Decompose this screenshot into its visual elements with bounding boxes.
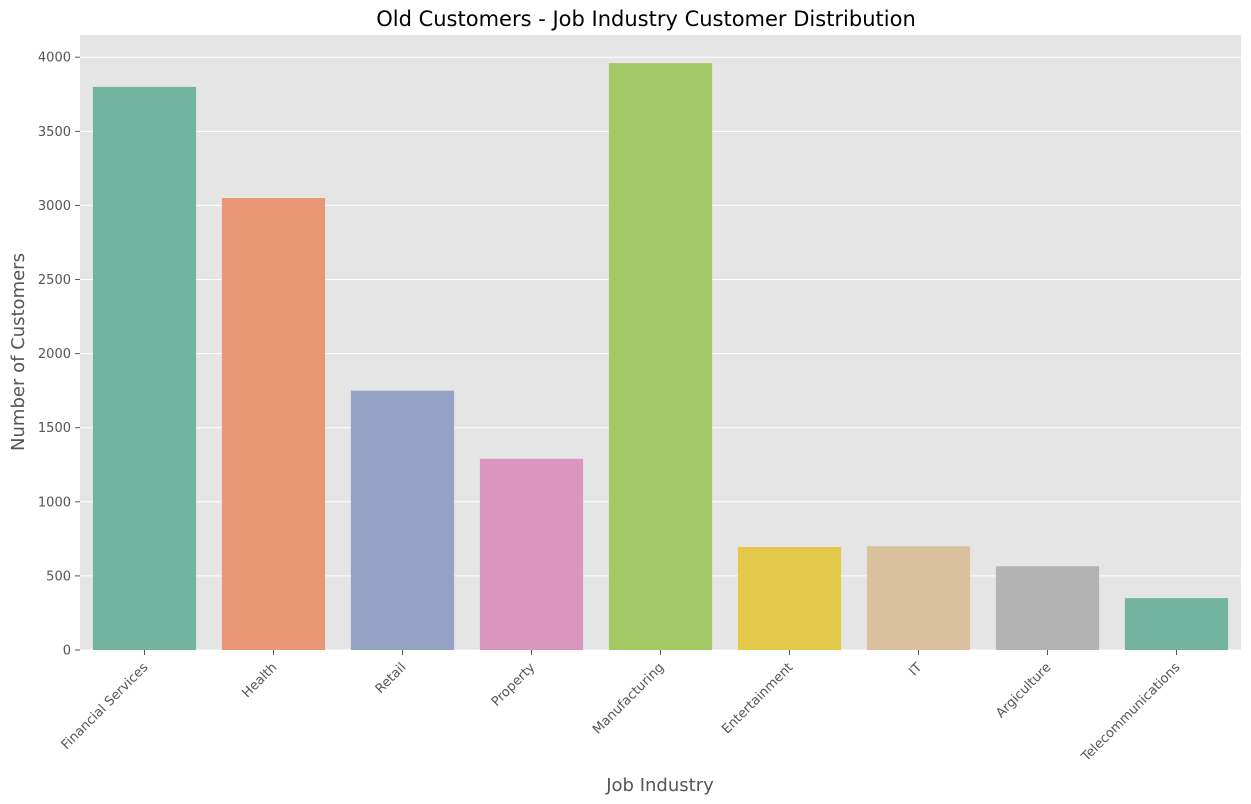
chart-title: Old Customers - Job Industry Customer Di… [376, 7, 916, 31]
y-tick-label: 1500 [38, 421, 71, 436]
x-tick-label: Health [240, 660, 281, 701]
x-axis-label: Job Industry [605, 775, 714, 796]
bar-financial-services [92, 86, 197, 650]
y-tick-label: 3000 [38, 199, 71, 214]
y-axis-label: Number of Customers [8, 253, 29, 451]
x-tick-label: Telecommunications [1078, 660, 1183, 765]
x-tick-label: Financial Services [59, 660, 152, 753]
x-tick-label: Property [489, 660, 539, 710]
y-tick-label: 4000 [38, 51, 71, 66]
bar-entertainment [737, 547, 842, 650]
x-tick-label: Manufacturing [590, 660, 667, 737]
y-tick-label: 0 [63, 644, 71, 659]
y-tick-label: 1000 [38, 495, 71, 510]
y-axis: 0 500 1000 1500 2000 2500 3000 3500 4000 [38, 51, 80, 659]
x-tick-label: Entertainment [719, 660, 796, 737]
bar-it [866, 546, 971, 650]
x-tick-label: Argiculture [993, 660, 1054, 721]
y-tick-label: 2000 [38, 347, 71, 362]
y-tick-label: 3500 [38, 125, 71, 140]
bar-manufacturing [608, 63, 713, 651]
bar-argiculture [995, 566, 1100, 650]
bar-telecommunications [1124, 598, 1229, 650]
y-tick-label: 2500 [38, 273, 71, 288]
bars [92, 63, 1229, 651]
y-tick-label: 500 [46, 569, 71, 584]
bar-health [221, 198, 326, 650]
x-tick-label: Retail [373, 660, 410, 697]
bar-retail [350, 390, 455, 650]
x-axis: Financial Services Health Retail Property Ma… [59, 650, 1183, 765]
bar-property [479, 458, 584, 650]
x-tick-label: IT [906, 660, 925, 679]
